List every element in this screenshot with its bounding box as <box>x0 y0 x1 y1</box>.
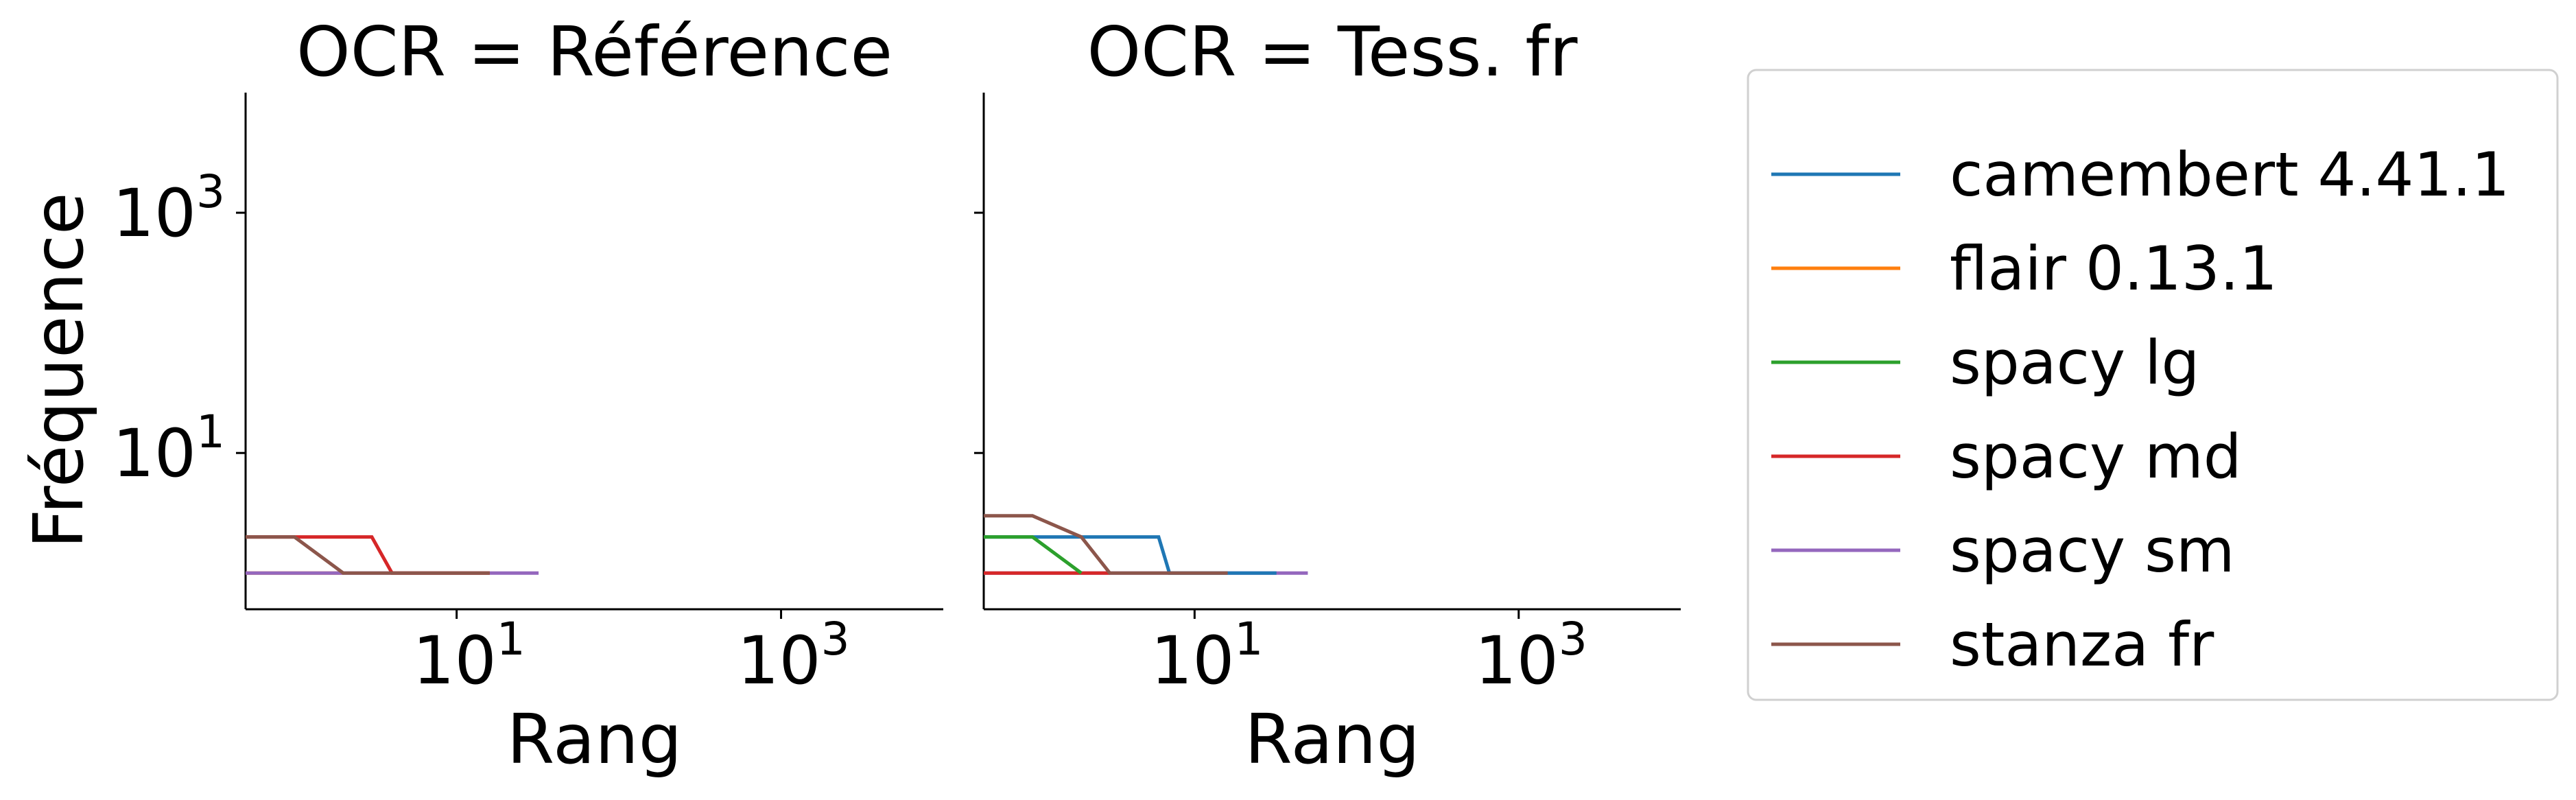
series-line-stanza-fr <box>984 514 1228 575</box>
y-tick-label: 103 <box>113 165 225 252</box>
series-line-spacy-md <box>246 535 490 575</box>
panel-title: OCR = Référence <box>296 12 893 92</box>
legend-box <box>1747 69 2559 701</box>
y-tick-label: 101 <box>113 405 225 492</box>
legend-label: flair 0.13.1 <box>1950 233 2278 304</box>
series-line-stanza-fr <box>246 535 490 575</box>
legend-label: camembert 4.41.1 <box>1950 139 2509 210</box>
x-axis-label: Rang <box>1244 699 1419 779</box>
series-line-spacy-lg <box>984 535 1083 575</box>
series-line-camembert-4-41-1 <box>984 535 1277 575</box>
x-axis-label: Rang <box>507 699 682 779</box>
x-tick-label: 103 <box>737 613 849 699</box>
x-tick-label: 101 <box>413 613 525 699</box>
legend-label: spacy lg <box>1950 327 2199 398</box>
panel-1: OCR = Référence 101 103 101 103 Rang <box>113 12 943 779</box>
y-axis-label: Fréquence <box>19 193 99 549</box>
legend: camembert 4.41.1 flair 0.13.1 spacy lg spac… <box>1747 69 2559 701</box>
x-tick-label: 101 <box>1150 613 1263 699</box>
panel-2: OCR = Tess. fr 101 103 Rang <box>974 12 1681 779</box>
panel-title: OCR = Tess. fr <box>1087 12 1578 92</box>
legend-label: spacy sm <box>1950 515 2235 586</box>
legend-label: stanza fr <box>1950 609 2214 680</box>
legend-label: spacy md <box>1950 421 2242 492</box>
x-tick-label: 103 <box>1475 613 1587 699</box>
